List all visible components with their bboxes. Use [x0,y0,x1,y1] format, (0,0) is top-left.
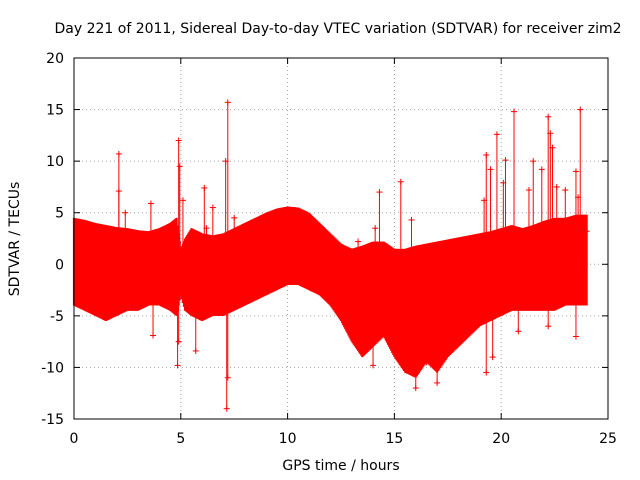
y-axis-label: SDTVAR / TECUs [7,182,23,297]
data-point [502,157,509,227]
data-point [122,209,129,228]
data-point [175,305,182,345]
data-point [176,163,183,242]
x-tick-label: 20 [492,431,510,447]
data-point [530,158,537,226]
y-tick-label: -5 [50,309,64,325]
data-point [370,346,377,369]
data-point [231,214,238,229]
data-point [489,319,496,361]
data-point [538,166,545,222]
data-point [147,200,154,231]
data-point [150,294,157,301]
data-point [179,197,186,244]
data-point [511,108,518,226]
data-point [224,99,231,232]
data-point [577,106,584,215]
data-point [174,310,181,369]
data-point [359,253,366,260]
data-point [493,131,500,230]
data-point [397,178,404,249]
data-point [175,137,182,234]
chart-title: Day 221 of 2011, Sidereal Day-to-day VTE… [55,21,622,37]
data-point [150,305,157,339]
data-point [223,314,230,412]
data-point [572,168,579,215]
x-tick-label: 15 [385,431,403,447]
x-tick-label: 25 [599,431,617,447]
data-point [209,204,216,236]
data-point [525,187,532,227]
data-point [583,228,590,235]
data-point [423,359,430,366]
y-tick-labels: -15 -10 -5 0 5 10 15 20 [41,51,64,428]
x-tick-label: 0 [70,431,79,447]
y-tick-label: 5 [55,206,64,222]
y-tick-label: 20 [46,51,64,67]
data-point [412,377,419,392]
axis-ticks [73,57,609,420]
x-tick-label: 5 [176,431,185,447]
data-point [483,151,490,233]
data-point [408,216,415,247]
data-point [483,323,490,376]
data-point [402,354,409,361]
y-tick-label: -10 [41,360,64,376]
data-point [515,310,522,335]
data-point [562,187,569,218]
data-point [355,238,362,247]
data-point [201,184,208,234]
x-tick-labels: 0 5 10 15 20 25 [70,431,617,447]
data-point [203,225,210,235]
data-point [417,250,424,257]
y-tick-label: 0 [55,257,64,273]
data-point [545,310,552,330]
data-point [434,372,441,386]
plot-frame [73,57,609,420]
data-point [553,183,560,218]
y-tick-label: -15 [41,412,64,428]
data-point [572,305,579,340]
y-tick-label: 15 [46,103,64,119]
data-point [487,166,494,232]
data-point [224,313,231,381]
x-axis-label: GPS time / hours [282,458,399,474]
data-point [549,144,556,219]
data-point [372,225,379,242]
data-point [192,317,199,354]
data-point [115,188,122,228]
data-point [545,113,552,220]
data-points [72,99,590,412]
data-point [376,189,383,242]
x-tick-label: 10 [279,431,297,447]
y-tick-label: 10 [46,154,64,170]
